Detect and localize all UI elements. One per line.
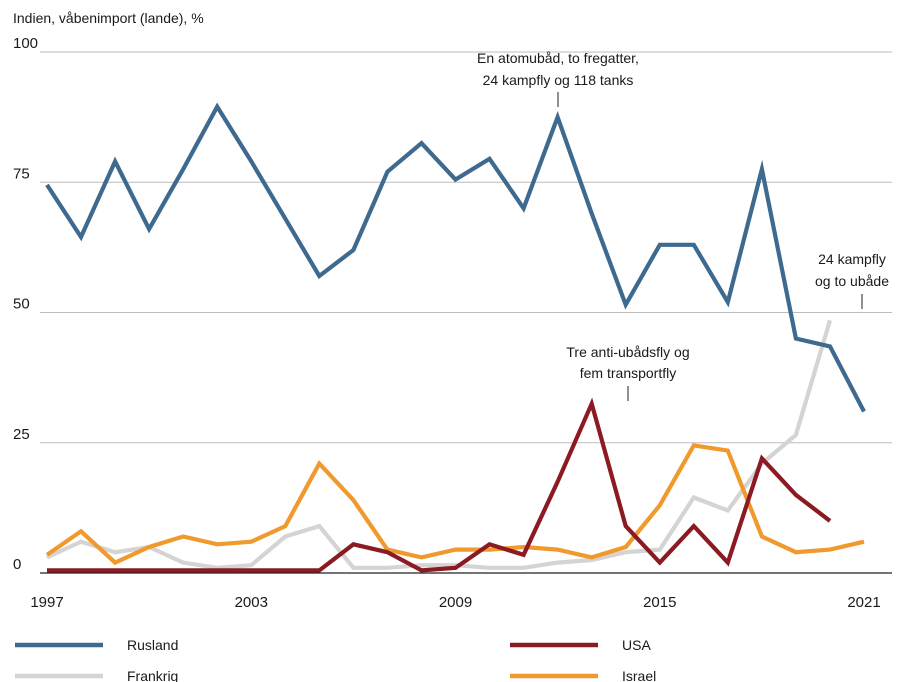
annotation-line-1: 24 kampfly <box>818 251 886 267</box>
x-tick-label: 2009 <box>439 594 472 611</box>
y-axis-label: Indien, våbenimport (lande), % <box>13 10 204 26</box>
x-tick-label: 2015 <box>643 594 676 611</box>
annotation-line-2: fem transportfly <box>580 365 676 381</box>
y-tick-label: 100 <box>13 35 38 52</box>
y-tick-label: 50 <box>13 296 30 313</box>
annotation-line-2: og to ubåde <box>815 273 889 289</box>
series-line-usa <box>47 397 832 573</box>
annotation-line-1: En atomubåd, to fregatter, <box>477 50 639 66</box>
series-line-israel <box>45 443 865 566</box>
y-tick-label: 0 <box>13 556 21 573</box>
annotation-line-2: 24 kampfly og 118 tanks <box>483 72 634 88</box>
y-tick-labels: 0 25 50 75 100 <box>13 35 38 573</box>
gridlines <box>40 51 892 574</box>
x-tick-label: 2003 <box>235 594 268 611</box>
series-line-frankrig <box>46 319 833 570</box>
legend: Rusland USA Frankrig Israel <box>15 637 656 682</box>
x-tick-label: 1997 <box>30 594 63 611</box>
y-tick-label: 25 <box>13 426 30 443</box>
annotation-line-1: Tre anti-ubådsfly og <box>566 344 689 360</box>
legend-label-rusland: Rusland <box>127 637 178 653</box>
legend-label-frankrig: Frankrig <box>127 668 178 682</box>
y-tick-label: 75 <box>13 165 30 182</box>
x-tick-label: 2021 <box>847 594 880 611</box>
annotations: En atomubåd, to fregatter, 24 kampfly og … <box>477 50 889 401</box>
x-tick-labels: 1997 2003 2009 2015 2021 <box>30 594 880 611</box>
legend-label-usa: USA <box>622 637 651 653</box>
series-lines <box>45 102 866 573</box>
legend-label-israel: Israel <box>622 668 656 682</box>
series-line-rusland <box>45 102 866 413</box>
